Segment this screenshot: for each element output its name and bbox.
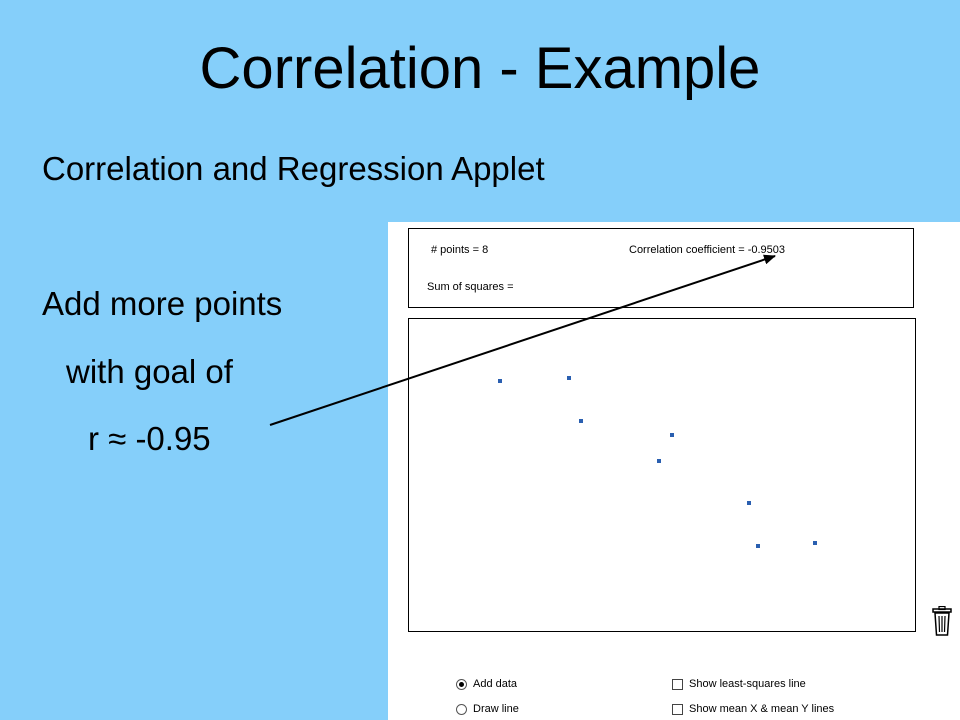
show-least-squares-checkbox[interactable]: Show least-squares line (672, 678, 806, 690)
sum-of-squares: Sum of squares = (427, 281, 514, 293)
slide-title: Correlation - Example (199, 36, 761, 101)
slide-subtitle: Correlation and Regression Applet (42, 150, 545, 187)
radio-selected-icon[interactable] (456, 678, 467, 690)
scatter-plot-area[interactable] (408, 318, 916, 632)
checkbox-icon[interactable] (672, 678, 683, 690)
add-data-radio[interactable]: Add data (456, 678, 517, 690)
data-point[interactable] (567, 376, 571, 380)
data-point[interactable] (657, 459, 661, 463)
instruction-line-2: with goal of (66, 353, 233, 390)
instruction-line-3: r ≈ -0.95 (88, 420, 211, 457)
points-count: # points = 8 (431, 244, 489, 256)
data-point[interactable] (579, 419, 583, 423)
data-point[interactable] (756, 544, 760, 548)
data-point[interactable] (747, 501, 751, 505)
show-least-squares-label: Show least-squares line (689, 678, 806, 690)
radio-unselected-icon[interactable] (456, 703, 467, 715)
checkbox-icon[interactable] (672, 703, 683, 715)
data-point[interactable] (670, 433, 674, 437)
draw-line-radio[interactable]: Draw line (456, 703, 519, 715)
correlation-coefficient: Correlation coefficient = -0.9503 (629, 244, 786, 256)
show-mean-lines-checkbox[interactable]: Show mean X & mean Y lines (672, 703, 834, 715)
data-point[interactable] (813, 541, 817, 545)
stats-panel: # points = 8 Correlation coefficient = -… (408, 228, 914, 308)
draw-line-label: Draw line (473, 703, 519, 715)
trash-can-icon[interactable] (931, 606, 953, 636)
show-mean-lines-label: Show mean X & mean Y lines (689, 703, 835, 715)
instruction-line-1: Add more points (42, 285, 283, 322)
correlation-applet: # points = 8 Correlation coefficient = -… (388, 222, 960, 720)
add-data-label: Add data (473, 678, 518, 690)
data-point[interactable] (498, 379, 502, 383)
